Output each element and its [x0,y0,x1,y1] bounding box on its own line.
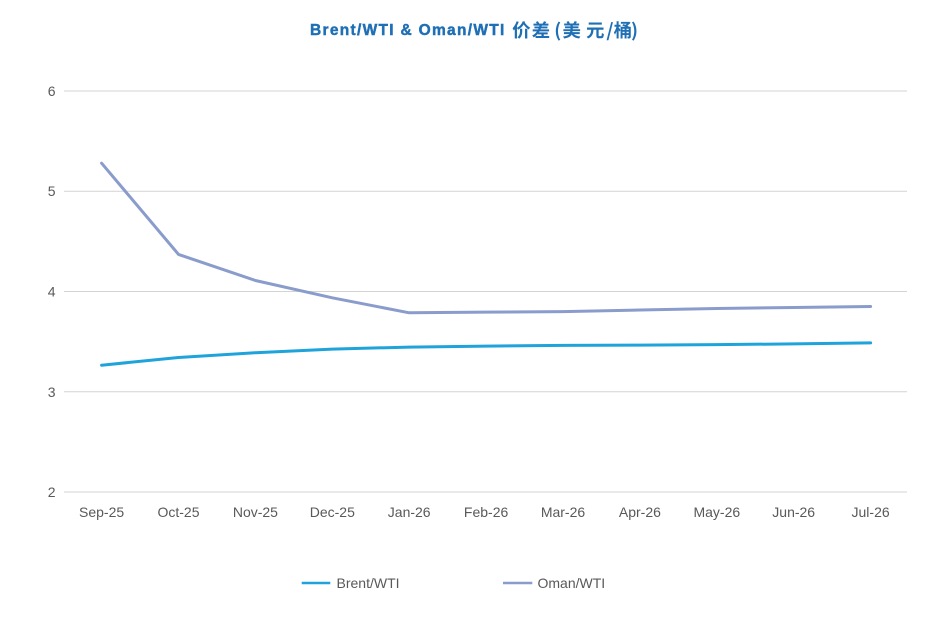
svg-text:Oct-25: Oct-25 [157,504,199,520]
svg-text:5: 5 [48,183,56,199]
svg-text:Apr-26: Apr-26 [619,504,661,520]
svg-text:6: 6 [48,83,56,99]
svg-text:3: 3 [48,384,56,400]
svg-text:Mar-26: Mar-26 [541,504,586,520]
svg-text:Sep-25: Sep-25 [79,504,124,520]
svg-text:Jun-26: Jun-26 [772,504,815,520]
svg-text:Jul-26: Jul-26 [852,504,890,520]
svg-text:Feb-26: Feb-26 [464,504,509,520]
svg-text:Brent/WTI: Brent/WTI [337,575,400,591]
svg-text:Brent/WTI & Oman/WTI: Brent/WTI & Oman/WTI [310,22,506,39]
svg-text:Jan-26: Jan-26 [388,504,431,520]
svg-text:May-26: May-26 [693,504,740,520]
svg-text:4: 4 [48,284,56,300]
svg-text:Nov-25: Nov-25 [233,504,278,520]
svg-text:2: 2 [48,484,56,500]
svg-text:Dec-25: Dec-25 [310,504,355,520]
svg-text:Oman/WTI: Oman/WTI [538,575,606,591]
